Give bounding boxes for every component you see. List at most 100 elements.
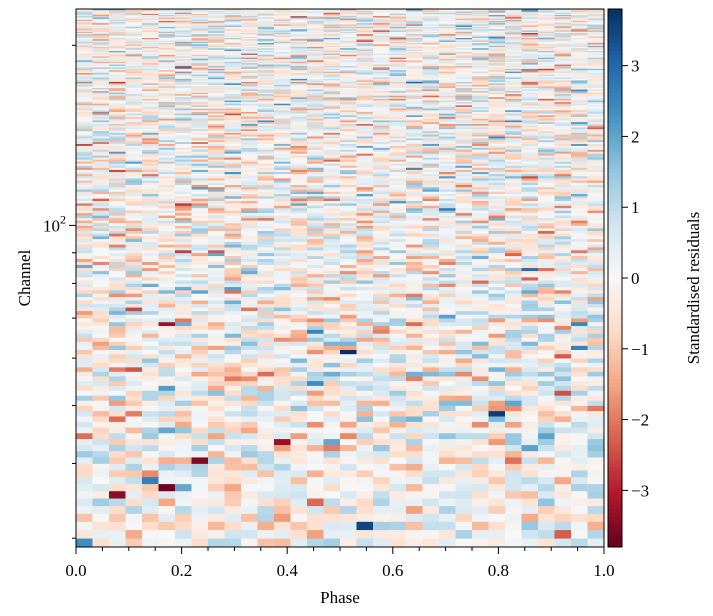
- heatmap-cell: [488, 109, 506, 112]
- heatmap-cell: [356, 483, 374, 492]
- heatmap-cell: [340, 120, 357, 123]
- heatmap-cell: [521, 157, 539, 160]
- heatmap-cell: [340, 233, 357, 237]
- heatmap-cell: [175, 134, 192, 137]
- heatmap-cell: [257, 191, 275, 195]
- heatmap-cell: [406, 380, 423, 386]
- heatmap-cell: [191, 96, 209, 99]
- heatmap-cell: [274, 371, 291, 377]
- heatmap-cell: [307, 427, 324, 434]
- heatmap-cell: [257, 173, 275, 177]
- heatmap-cell: [274, 108, 291, 111]
- heatmap-cell: [406, 114, 423, 118]
- heatmap-cell: [389, 171, 407, 175]
- heatmap-cell: [455, 98, 473, 101]
- heatmap-cell: [175, 180, 192, 183]
- heatmap-cell: [356, 513, 374, 522]
- heatmap-cell: [455, 238, 473, 242]
- heatmap-cell: [290, 310, 308, 315]
- heatmap-cell: [538, 228, 555, 232]
- heatmap-cell: [587, 205, 605, 209]
- heatmap-cell: [455, 169, 473, 173]
- heatmap-cell: [290, 66, 308, 69]
- heatmap-cell: [191, 416, 209, 422]
- heatmap-cell: [92, 233, 110, 237]
- heatmap-cell: [274, 84, 291, 87]
- heatmap-cell: [224, 71, 242, 74]
- heatmap-cell: [406, 337, 423, 342]
- heatmap-cell: [521, 77, 539, 79]
- heatmap-cell: [340, 147, 357, 150]
- heatmap-cell: [538, 345, 555, 350]
- heatmap-cell: [208, 273, 225, 278]
- heatmap-cell: [125, 289, 143, 294]
- heatmap-cell: [340, 296, 357, 301]
- heatmap-cell: [571, 84, 588, 87]
- heatmap-cell: [224, 314, 242, 319]
- heatmap-cell: [158, 78, 176, 81]
- heatmap-cell: [439, 81, 456, 84]
- heatmap-cell: [241, 289, 258, 294]
- heatmap-cell: [323, 98, 341, 101]
- heatmap-cell: [406, 78, 423, 81]
- heatmap-cell: [439, 276, 456, 281]
- heatmap-cell: [587, 114, 605, 118]
- heatmap-cell: [406, 77, 423, 79]
- heatmap-cell: [224, 66, 242, 69]
- heatmap-cell: [224, 470, 242, 478]
- heatmap-cell: [241, 207, 258, 211]
- heatmap-cell: [208, 258, 225, 262]
- heatmap-cell: [373, 116, 390, 119]
- heatmap-cell: [92, 241, 110, 245]
- heatmap-cell: [505, 450, 522, 458]
- heatmap-cell: [571, 96, 588, 99]
- heatmap-cell: [488, 74, 506, 76]
- heatmap-cell: [158, 286, 176, 291]
- heatmap-cell: [488, 106, 506, 109]
- heatmap-cell: [307, 96, 324, 99]
- heatmap-cell: [538, 538, 555, 548]
- heatmap-cell: [538, 366, 555, 372]
- heatmap-cell: [389, 476, 407, 485]
- heatmap-cell: [76, 75, 93, 78]
- heatmap-cell: [257, 136, 275, 139]
- heatmap-cell: [142, 513, 159, 522]
- heatmap-cell: [307, 362, 324, 368]
- heatmap-cell: [125, 416, 143, 422]
- heatmap-cell: [406, 161, 423, 164]
- heatmap-cell: [224, 157, 242, 160]
- heatmap-cell: [340, 116, 357, 119]
- heatmap-cell: [422, 198, 440, 202]
- heatmap-cell: [323, 104, 341, 107]
- heatmap-cell: [356, 371, 374, 377]
- heatmap-cell: [439, 198, 456, 202]
- heatmap-cell: [340, 137, 357, 141]
- heatmap-cell: [587, 300, 605, 305]
- heatmap-cell: [587, 310, 605, 315]
- heatmap-cell: [406, 267, 423, 272]
- heatmap-cell: [521, 270, 539, 275]
- heatmap-cell: [109, 345, 126, 350]
- heatmap-cell: [571, 128, 588, 132]
- heatmap-cell: [422, 92, 440, 95]
- heatmap-cell: [191, 130, 209, 133]
- heatmap-cell: [241, 432, 258, 440]
- heatmap-cell: [505, 72, 522, 75]
- heatmap-cell: [290, 337, 308, 342]
- heatmap-cell: [488, 136, 506, 139]
- heatmap-cell: [76, 78, 93, 81]
- heatmap-cell: [356, 385, 374, 391]
- heatmap-cell: [191, 438, 209, 446]
- heatmap-cell: [554, 353, 572, 359]
- heatmap-cell: [554, 385, 572, 391]
- heatmap-cell: [422, 111, 440, 114]
- heatmap-cell: [307, 205, 324, 209]
- heatmap-cell: [257, 128, 275, 132]
- heatmap-cell: [323, 93, 341, 96]
- heatmap-cell: [406, 151, 423, 154]
- heatmap-cell: [488, 325, 506, 330]
- heatmap-cell: [290, 198, 308, 202]
- heatmap-cell: [439, 118, 456, 121]
- heatmap-cell: [274, 153, 291, 156]
- heatmap-cell: [373, 200, 390, 204]
